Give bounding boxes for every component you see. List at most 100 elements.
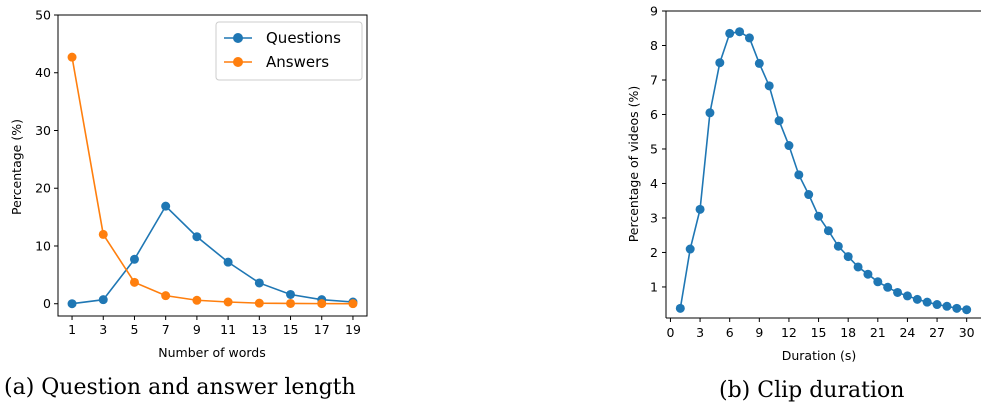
point-answers [129,277,139,287]
point-duration [902,291,912,301]
point-questions [161,201,171,211]
y-tick-label: 4 [650,176,658,191]
legend-answers-label: Answers [266,53,329,71]
x-axis-label-a: Number of words [158,345,265,360]
y-tick-label: 30 [35,123,51,138]
point-duration [873,277,883,287]
point-questions [286,289,296,299]
series-line-answers [71,57,353,305]
point-duration [735,27,745,37]
point-duration [794,170,804,180]
point-questions [254,278,264,288]
legend-questions-marker [233,33,243,43]
point-answers [161,291,171,301]
y-tick-label: 3 [650,210,658,225]
series-line-duration [679,30,967,311]
point-duration [912,294,922,304]
x-tick-label: 17 [314,322,330,337]
point-answers [254,298,264,308]
point-duration [695,204,705,214]
point-duration [823,226,833,236]
point-answers [192,295,202,305]
legend-questions-label: Questions [266,29,341,47]
x-tick-label: 9 [755,325,763,340]
x-axis-label-b: Duration (s) [782,348,857,363]
point-answers [317,299,327,309]
x-tick-label: 24 [899,325,915,340]
x-tick-label: 9 [193,322,201,337]
y-tick-label: 1 [650,279,658,294]
y-tick-label: 2 [650,245,658,260]
point-duration [883,282,893,292]
point-duration [863,269,873,279]
point-duration [952,303,962,313]
legend-answers-marker [233,57,243,67]
x-tick-label: 6 [726,325,734,340]
point-answers [67,52,77,62]
point-duration [744,33,754,43]
point-duration [784,141,794,151]
plot-frame-a [57,14,368,317]
x-tick-label: 3 [696,325,704,340]
x-tick-label: 7 [162,322,170,337]
series-line-questions [71,204,354,305]
y-tick-label: 20 [35,181,51,196]
point-duration [893,287,903,297]
point-duration [833,241,843,251]
x-tick-label: 12 [781,325,797,340]
x-tick-label: 27 [929,325,945,340]
x-tick-label: 5 [130,322,138,337]
point-duration [932,300,942,310]
y-tick-label: 40 [35,65,51,80]
point-duration [962,305,972,315]
point-duration [853,262,863,272]
legend: Questions Answers [215,21,363,81]
x-tick-label: 30 [959,325,975,340]
y-tick-label: 7 [650,72,658,87]
point-answers [98,229,108,239]
point-duration [764,81,774,91]
x-tick-label: 15 [811,325,827,340]
x-tick-label: 18 [840,325,856,340]
point-questions [98,295,108,305]
point-questions [192,232,202,242]
point-duration [804,190,814,200]
x-tick-label: 15 [283,322,299,337]
point-questions [129,254,139,264]
x-tick-label: 11 [220,322,236,337]
point-duration [814,211,824,221]
x-tick-label: 0 [666,325,674,340]
caption-a: (a) Question and answer length [4,375,356,400]
point-duration [774,116,784,126]
point-duration [843,252,853,262]
y-axis-label-b: Percentage of videos (%) [626,86,641,243]
point-duration [942,301,952,311]
point-questions [223,257,233,267]
point-duration [685,244,695,254]
point-duration [675,303,685,313]
point-answers [286,298,296,308]
y-tick-label: 0 [43,296,51,311]
x-tick-label: 1 [68,322,76,337]
point-duration [715,58,725,68]
y-tick-label: 50 [35,8,51,23]
x-tick-label: 19 [345,322,361,337]
x-tick-label: 13 [251,322,267,337]
point-duration [725,28,735,38]
caption-b: (b) Clip duration [719,378,904,403]
y-tick-label: 10 [35,238,51,253]
legend-box [215,21,363,81]
y-tick-label: 9 [650,4,658,19]
point-questions [67,299,77,309]
point-answers [223,297,233,307]
point-duration [754,58,764,68]
point-duration [705,108,715,118]
x-tick-label: 3 [99,322,107,337]
x-tick-label: 21 [870,325,886,340]
y-tick-label: 6 [650,107,658,122]
point-duration [922,297,932,307]
y-tick-label: 5 [650,141,658,156]
